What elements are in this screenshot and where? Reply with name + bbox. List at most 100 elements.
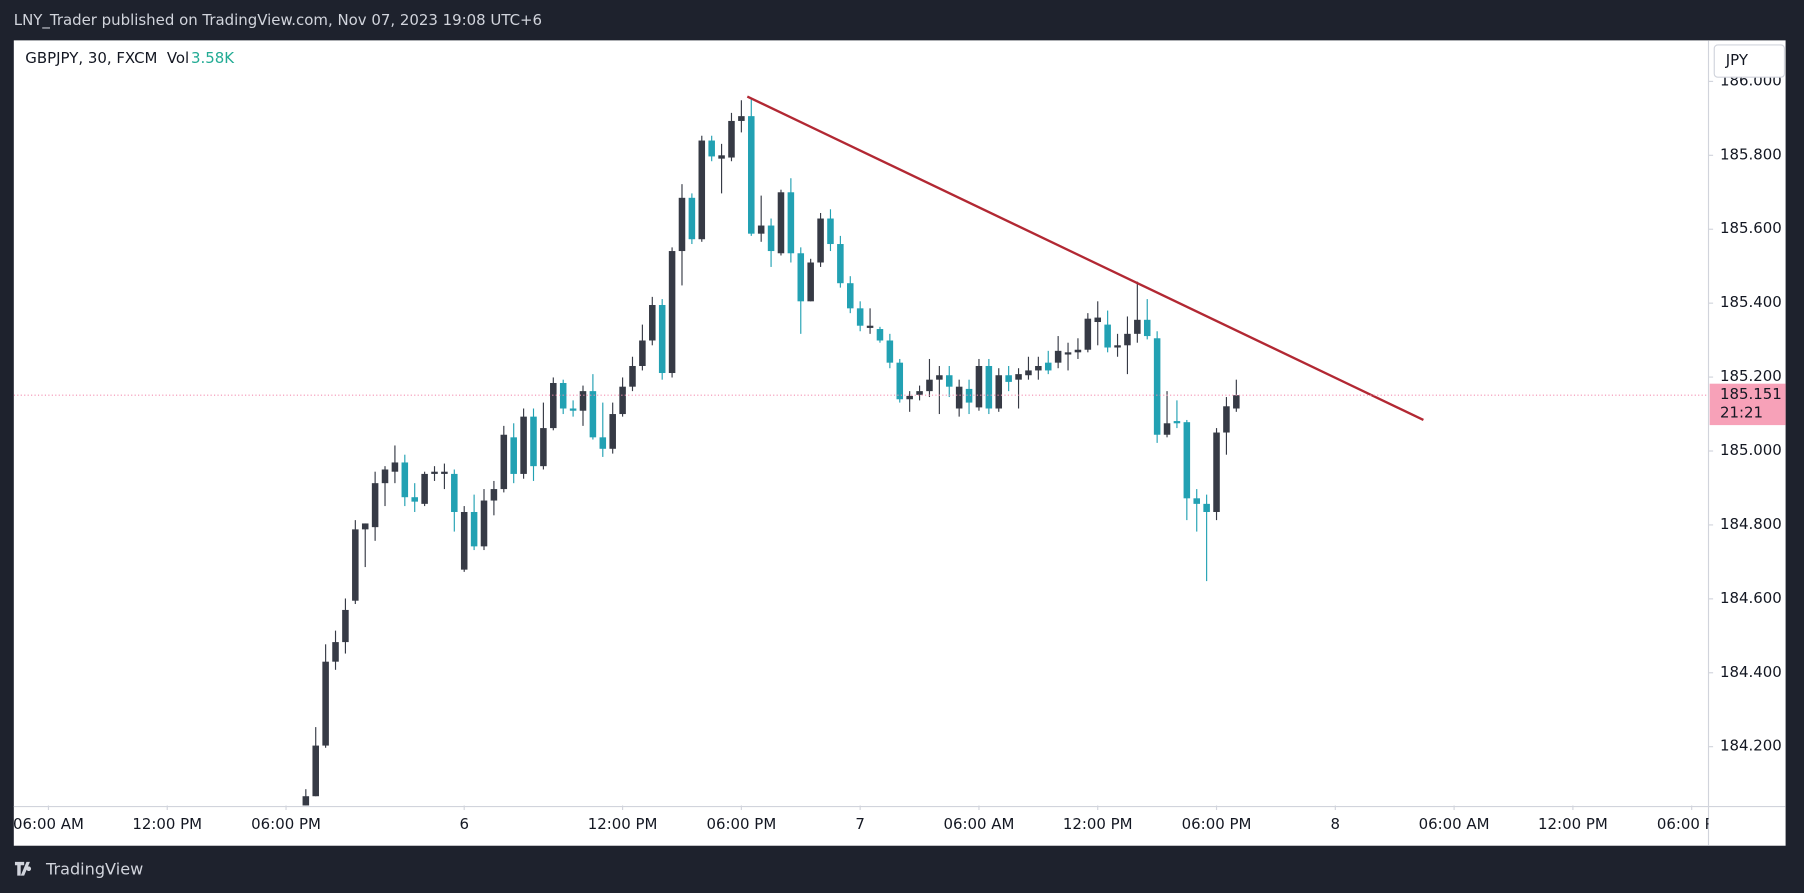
candle-body [1104, 324, 1111, 348]
candle-body [678, 197, 686, 252]
x-axis: 06:00 AM 12:00 PM 06:00 PM 6 12:00 PM 06:00 P… [14, 805, 1727, 833]
candle-body [302, 796, 310, 806]
candle-body [451, 473, 458, 512]
candle-body [421, 473, 428, 504]
candle-body [352, 529, 359, 601]
volume-value: 3.58K [191, 49, 235, 67]
x-tick-label: 12:00 PM [1538, 815, 1608, 833]
candle-body [411, 497, 418, 502]
candle-body [896, 362, 904, 400]
volume-label: Vol [167, 49, 189, 67]
candle-body [866, 325, 874, 328]
candle-body [876, 329, 884, 341]
candle-body [1015, 374, 1022, 380]
candle-body [480, 500, 488, 547]
candle-body [1005, 375, 1012, 382]
candle-body [668, 251, 676, 374]
candle-body [797, 253, 805, 302]
x-tick-label: 06:00 AM [944, 815, 1015, 833]
candle-body [649, 305, 656, 341]
candle-body [757, 225, 765, 234]
candle-body [1163, 423, 1171, 435]
candle-body [550, 382, 557, 429]
candle-body [777, 192, 785, 254]
y-tick-label: 185.600 [1720, 219, 1782, 237]
x-tick-label: 12:00 PM [588, 815, 658, 833]
candle-body [1084, 318, 1092, 350]
candle-body [381, 469, 389, 484]
candle-body [1143, 319, 1151, 337]
y-tick-label: 185.000 [1720, 441, 1782, 459]
footer-text: TradingView [45, 859, 143, 878]
candle-body [500, 434, 508, 490]
logo-icon [14, 861, 32, 876]
candle-body [1203, 503, 1210, 512]
candle-body [609, 414, 616, 449]
candle-body [767, 225, 775, 252]
candle-body [490, 489, 498, 501]
x-tick-label: 12:00 PM [1063, 815, 1133, 833]
y-tick-label: 184.600 [1720, 589, 1782, 607]
candle-body [936, 375, 943, 380]
candle-body [540, 428, 547, 467]
x-tick-label: 06:00 PM [251, 815, 321, 833]
candle-body [639, 340, 646, 366]
header-text: LNY_Trader published on TradingView.com,… [14, 11, 542, 29]
y-tick-label: 184.200 [1720, 737, 1782, 755]
candle-body [827, 218, 834, 245]
candle-body [1213, 432, 1220, 512]
plot-area [13, 95, 1709, 806]
x-tick-label: 12:00 PM [132, 815, 202, 833]
x-tick-label: 7 [855, 815, 865, 833]
candle-body [787, 192, 795, 254]
x-tick-label: 06:00 AM [1419, 815, 1490, 833]
candle-body [1114, 345, 1121, 348]
candle-body [1124, 333, 1131, 346]
currency-label[interactable]: JPY [1725, 51, 1749, 69]
candle-body [629, 365, 636, 387]
axes: 184.200 184.400 184.600 184.800 185.000 185.2… [14, 71, 1786, 833]
candle-body [1074, 349, 1082, 353]
chart-panel [13, 40, 1786, 846]
x-tick-label: 6 [459, 815, 469, 833]
candle-body [1233, 395, 1240, 409]
candle-body [728, 120, 735, 158]
candle-body [926, 379, 933, 392]
price-tag-countdown: 21:21 [1720, 404, 1763, 422]
candle-body [371, 483, 379, 528]
candle-body [916, 391, 923, 395]
candle-body [807, 262, 814, 302]
candle-body [1044, 362, 1052, 371]
candle-body [975, 365, 983, 408]
candle-body [361, 523, 369, 530]
candle-body [322, 661, 329, 746]
currency-button[interactable] [1713, 44, 1786, 78]
candle-body [1035, 365, 1042, 371]
x-tick-label: 06:00 PM [707, 815, 777, 833]
candle-body [520, 416, 527, 474]
candle-body [332, 642, 339, 662]
candle-body [718, 155, 725, 159]
candle-body [510, 437, 517, 474]
y-tick-label: 185.400 [1720, 293, 1782, 311]
candle-body [837, 244, 844, 284]
candle-body [738, 116, 745, 121]
candle-body [1223, 406, 1230, 433]
candle-body [441, 471, 448, 474]
y-tick-label: 185.800 [1720, 145, 1782, 163]
candle-body [312, 745, 319, 797]
x-tick-label: 8 [1331, 815, 1341, 833]
candle-body [1025, 370, 1032, 376]
price-tag [1709, 383, 1786, 426]
candle-body [569, 408, 577, 411]
candle-body [945, 375, 953, 387]
x-tick-label: 06:00 PM [1657, 815, 1727, 833]
candle-body [401, 462, 409, 498]
candle-body [460, 511, 468, 570]
candle-body [619, 386, 626, 415]
candle-body [955, 386, 963, 409]
candle-body [1173, 421, 1181, 424]
candle-body [856, 308, 864, 326]
